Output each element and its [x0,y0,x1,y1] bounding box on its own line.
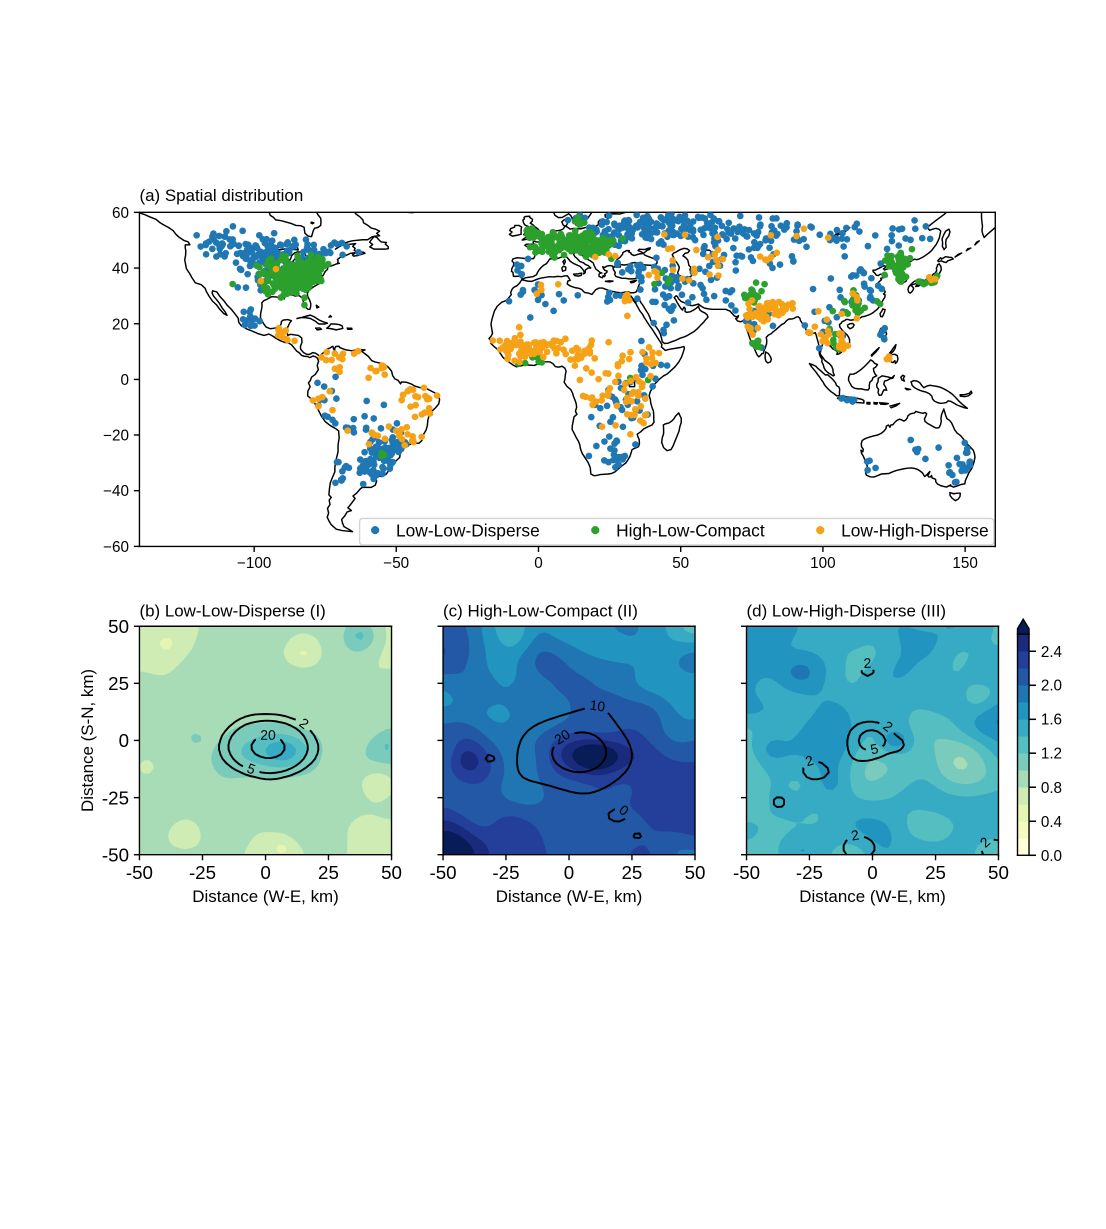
svg-text:-25: -25 [492,862,519,883]
svg-text:2.4: 2.4 [1041,644,1063,661]
svg-text:50: 50 [685,862,706,883]
svg-text:10: 10 [589,697,607,715]
svg-text:20: 20 [551,726,573,748]
svg-text:40: 40 [112,261,129,278]
svg-text:50: 50 [381,862,402,883]
svg-text:60: 60 [112,205,129,222]
svg-text:150: 150 [952,555,977,572]
svg-text:25: 25 [925,862,946,883]
svg-text:High-Low-Compact: High-Low-Compact [616,520,765,540]
svg-text:0: 0 [260,862,270,883]
svg-text:Low-Low-Disperse: Low-Low-Disperse [396,520,540,540]
svg-text:-50: -50 [102,845,129,866]
svg-text:-50: -50 [733,862,760,883]
svg-text:(d) Low-High-Disperse (III): (d) Low-High-Disperse (III) [747,602,947,621]
svg-text:Distance (W-E, km): Distance (W-E, km) [799,887,946,906]
svg-text:−40: −40 [103,483,129,500]
svg-text:20: 20 [260,727,276,743]
svg-text:0: 0 [119,730,129,751]
svg-text:-25: -25 [102,787,129,808]
svg-text:1.2: 1.2 [1041,746,1062,763]
svg-text:Low-High-Disperse: Low-High-Disperse [841,520,989,540]
svg-text:0: 0 [564,862,574,883]
svg-text:0.4: 0.4 [1041,814,1063,831]
svg-text:Distance (W-E, km): Distance (W-E, km) [496,887,643,906]
svg-text:-25: -25 [796,862,823,883]
svg-text:1.6: 1.6 [1041,712,1062,729]
svg-text:25: 25 [108,673,129,694]
svg-text:-50: -50 [126,862,153,883]
svg-text:2: 2 [863,655,872,671]
svg-text:−60: −60 [103,539,129,556]
svg-text:Distance (W-E, km): Distance (W-E, km) [192,887,339,906]
svg-text:Distance (S-N, km): Distance (S-N, km) [78,669,97,812]
svg-text:0: 0 [534,555,543,572]
svg-text:0: 0 [121,372,130,389]
svg-text:−100: −100 [237,555,271,572]
svg-text:20: 20 [112,316,129,333]
svg-text:100: 100 [810,555,835,572]
svg-text:25: 25 [318,862,339,883]
svg-text:50: 50 [672,555,689,572]
svg-text:-25: -25 [189,862,216,883]
svg-text:2.0: 2.0 [1041,678,1062,695]
svg-text:2: 2 [850,826,861,843]
svg-text:0.0: 0.0 [1041,848,1062,865]
svg-text:-50: -50 [430,862,457,883]
svg-text:(b) Low-Low-Disperse (I): (b) Low-Low-Disperse (I) [139,602,325,621]
svg-text:−20: −20 [103,428,129,445]
svg-text:0: 0 [867,862,877,883]
svg-text:50: 50 [108,616,129,637]
svg-text:25: 25 [622,862,643,883]
svg-text:(c) High-Low-Compact (II): (c) High-Low-Compact (II) [443,602,638,621]
svg-text:0.8: 0.8 [1041,780,1062,797]
svg-text:(a) Spatial distribution: (a) Spatial distribution [139,186,303,205]
svg-text:50: 50 [988,862,1009,883]
svg-text:5: 5 [869,740,880,757]
svg-text:−50: −50 [383,555,409,572]
